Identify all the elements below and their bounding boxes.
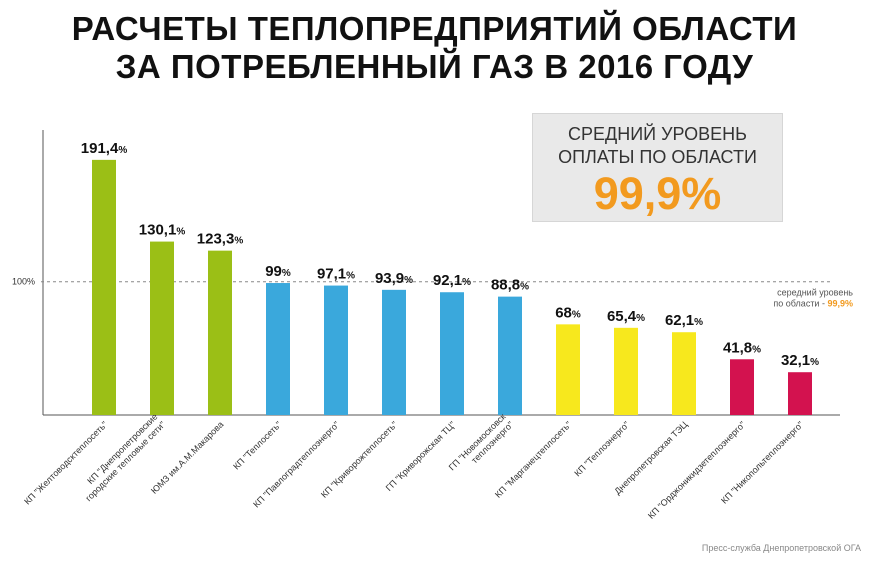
value-label: 97,1%	[317, 266, 355, 283]
bar	[382, 289, 406, 415]
value-label: 92,1%	[433, 272, 471, 289]
value-label: 68%	[555, 304, 581, 321]
value-label: 130,1%	[139, 222, 186, 239]
bar	[208, 250, 232, 415]
bar	[498, 296, 522, 415]
bar	[266, 283, 290, 415]
bar	[788, 372, 812, 415]
value-label: 41,8%	[723, 339, 761, 356]
value-label: 32,1%	[781, 352, 819, 369]
value-label: 191,4%	[81, 140, 128, 157]
bar	[672, 332, 696, 415]
chart-title-line2: ЗА ПОТРЕБЛЕННЫЙ ГАЗ В 2016 ГОДУ	[115, 48, 754, 85]
category-label-line: КП "Орджоникидзетеплоэнерго"	[646, 419, 748, 521]
bar	[440, 292, 464, 415]
reference-note-line2: по области - 99,9%	[773, 299, 853, 309]
bar	[92, 159, 116, 415]
reference-note-line1: середний уровень	[777, 288, 853, 298]
value-label: 123,3%	[197, 231, 244, 248]
bar	[614, 327, 638, 415]
chart-title-line1: РАСЧЕТЫ ТЕПЛОПРЕДПРИЯТИЙ ОБЛАСТИ	[71, 10, 798, 47]
category-label-line: КП "Теплосеть"	[231, 419, 283, 471]
category-label: КП "Теплосеть"	[231, 419, 283, 471]
bar	[324, 285, 348, 415]
category-label: КП "Теплоэнерго"	[572, 419, 631, 478]
value-label: 93,9%	[375, 270, 413, 287]
bar	[730, 359, 754, 415]
reference-line-label: 100%	[12, 277, 35, 287]
bar	[150, 241, 174, 415]
category-label-line: КП "Теплоэнерго"	[572, 419, 631, 478]
average-box-line1: СРЕДНИЙ УРОВЕНЬ	[568, 124, 747, 144]
value-label: 65,4%	[607, 308, 645, 325]
value-label: 99%	[265, 263, 291, 280]
value-label: 88,8%	[491, 277, 529, 294]
category-label-line: КП "Днепропетровские	[85, 412, 159, 486]
average-box-line2: ОПЛАТЫ ПО ОБЛАСТИ	[558, 147, 757, 167]
bar	[556, 324, 580, 415]
source-credit: Пресс-служба Днепропетровской ОГА	[701, 543, 861, 553]
average-level-box: СРЕДНИЙ УРОВЕНЬ ОПЛАТЫ ПО ОБЛАСТИ 99,9%	[532, 113, 783, 222]
category-label: КП "Орджоникидзетеплоэнерго"	[646, 419, 748, 521]
value-label: 62,1%	[665, 312, 703, 329]
average-box-value: 99,9%	[593, 168, 722, 219]
